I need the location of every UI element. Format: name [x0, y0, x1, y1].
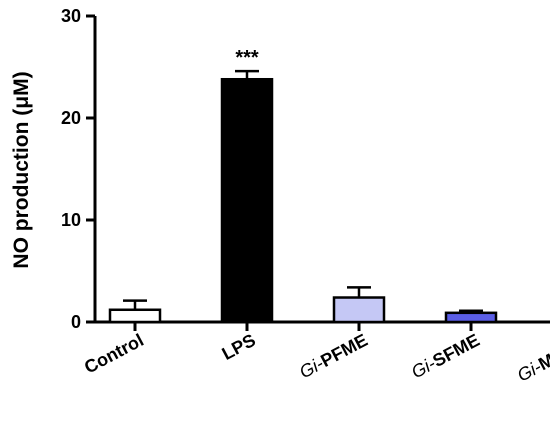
x-tick-label-main: PFME — [317, 330, 371, 371]
x-tick-label-main: LPS — [219, 330, 259, 364]
y-tick-label: 0 — [71, 312, 81, 332]
y-tick-label: 20 — [61, 108, 81, 128]
bar-sfme — [444, 311, 498, 324]
x-tick-label: Gi-PFME — [296, 330, 371, 382]
bar-lps — [220, 77, 274, 324]
x-tick-label: Control — [81, 330, 147, 378]
significance-label: *** — [235, 47, 259, 69]
x-tick-label: Gi-SFME — [408, 330, 483, 382]
x-tick-label: Gi-MRSW — [514, 330, 550, 386]
y-axis-label: NO production (μM) — [10, 71, 33, 268]
bar-pfme — [332, 296, 386, 324]
x-tick-label-main: Control — [81, 330, 147, 378]
y-tick-label: 10 — [61, 210, 81, 230]
x-tick-label-main: SFME — [429, 330, 483, 371]
x-tick-label: LPS — [219, 330, 259, 364]
y-tick-label: 30 — [61, 6, 81, 26]
bar-control — [108, 308, 162, 324]
plot-area: 0102030Control***LPSGi-PFMEGi-SFME***Gi-… — [61, 6, 550, 386]
y-axis-label-text: NO production (μM) — [10, 71, 33, 268]
